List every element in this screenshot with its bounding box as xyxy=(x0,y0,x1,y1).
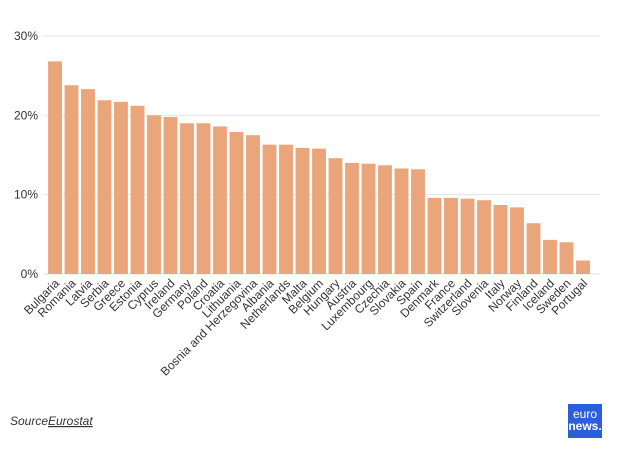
bar xyxy=(477,200,491,274)
bar xyxy=(526,223,541,274)
bar xyxy=(295,147,310,274)
bar xyxy=(394,168,409,274)
y-tick-label: 20% xyxy=(14,108,38,122)
bar xyxy=(81,89,95,274)
bar xyxy=(64,85,79,274)
bar xyxy=(229,131,244,274)
bar xyxy=(48,61,62,275)
bar xyxy=(196,123,211,275)
bar xyxy=(460,198,475,274)
y-tick-label: 0% xyxy=(21,267,39,281)
logo-text: news. xyxy=(568,419,601,433)
y-tick-label: 30% xyxy=(14,29,38,43)
y-tick-label: 10% xyxy=(14,188,38,202)
bar xyxy=(279,144,293,274)
bar xyxy=(361,163,376,274)
bar xyxy=(213,126,227,274)
bar xyxy=(328,158,343,274)
bar xyxy=(510,207,524,274)
bar xyxy=(180,123,194,275)
bar xyxy=(411,169,425,274)
bar xyxy=(262,144,277,274)
bar xyxy=(543,239,557,274)
bar xyxy=(378,165,392,274)
bar xyxy=(444,197,458,274)
bar xyxy=(559,242,574,274)
bar xyxy=(130,105,145,275)
bar xyxy=(427,197,442,274)
bar xyxy=(114,101,128,274)
source-link[interactable]: Eurostat xyxy=(48,414,93,428)
bar xyxy=(163,116,178,274)
bar xyxy=(576,260,590,274)
bar xyxy=(246,135,260,274)
logo xyxy=(568,404,602,438)
bar xyxy=(312,148,326,274)
bar xyxy=(147,115,161,274)
bar xyxy=(97,100,112,274)
source-label: Source: xyxy=(10,414,51,428)
bar xyxy=(493,204,508,274)
logo-text: euro xyxy=(573,407,597,421)
bar xyxy=(345,162,359,274)
